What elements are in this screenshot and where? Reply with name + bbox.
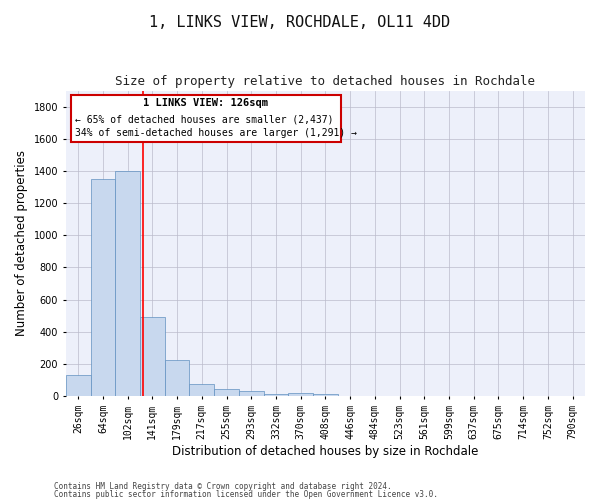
Text: 1 LINKS VIEW: 126sqm: 1 LINKS VIEW: 126sqm (143, 98, 268, 108)
Bar (115, 171, 140, 396)
Y-axis label: Number of detached properties: Number of detached properties (15, 150, 28, 336)
Bar (239, 391, 263, 396)
X-axis label: Distribution of detached houses by size in Rochdale: Distribution of detached houses by size … (172, 444, 479, 458)
Bar (190, 384, 214, 396)
Bar (140, 318, 165, 396)
Title: Size of property relative to detached houses in Rochdale: Size of property relative to detached ho… (115, 75, 535, 88)
Bar (289, 393, 313, 396)
Bar (313, 394, 338, 396)
Text: Contains HM Land Registry data © Crown copyright and database right 2024.: Contains HM Land Registry data © Crown c… (54, 482, 392, 491)
Bar (66, 375, 91, 396)
Text: 1, LINKS VIEW, ROCHDALE, OL11 4DD: 1, LINKS VIEW, ROCHDALE, OL11 4DD (149, 15, 451, 30)
Text: Contains public sector information licensed under the Open Government Licence v3: Contains public sector information licen… (54, 490, 438, 499)
Bar (71, 95, 341, 142)
Bar (165, 360, 190, 396)
Bar (214, 389, 239, 396)
Text: 34% of semi-detached houses are larger (1,291) →: 34% of semi-detached houses are larger (… (75, 128, 357, 138)
Text: ← 65% of detached houses are smaller (2,437): ← 65% of detached houses are smaller (2,… (75, 114, 334, 124)
Bar (263, 394, 289, 396)
Bar (91, 179, 115, 396)
